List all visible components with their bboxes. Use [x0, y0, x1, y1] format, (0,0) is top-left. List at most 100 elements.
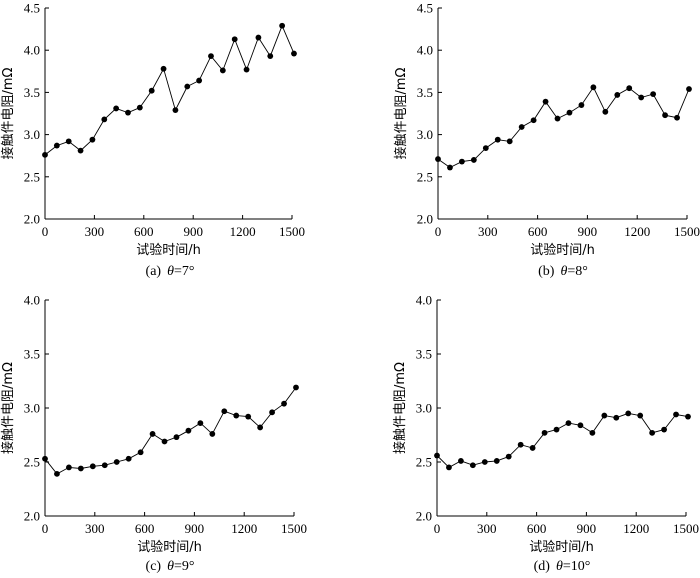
data-point [53, 142, 60, 149]
data-point [662, 112, 668, 119]
data-point [589, 429, 596, 436]
x-tick-label: 0 [42, 224, 49, 239]
data-point [113, 459, 120, 465]
data-point [506, 138, 513, 145]
data-point [590, 84, 597, 91]
data-point [172, 107, 179, 114]
x-axis-title: 试验时间/h [137, 539, 202, 555]
x-tick-label: 1500 [673, 521, 699, 536]
data-point [674, 114, 680, 121]
panel-caption: (b) θ=8° [538, 264, 588, 279]
y-tick-label: 4.5 [417, 1, 433, 16]
data-point [626, 85, 633, 92]
data-point [554, 115, 561, 122]
panel-caption: (d) θ=10° [534, 559, 591, 574]
y-tick-label: 2.5 [416, 455, 432, 470]
data-point [101, 116, 108, 123]
x-tick-label: 900 [183, 224, 203, 239]
data-point [446, 464, 452, 471]
data-point [518, 124, 525, 130]
data-point [469, 462, 476, 469]
data-point [196, 77, 203, 84]
data-point [602, 108, 609, 115]
caption-symbol: θ [167, 559, 174, 574]
series-line [437, 86, 690, 169]
x-tick-label: 600 [527, 521, 547, 536]
y-axis-title: 接触件电阻/mΩ [0, 362, 16, 454]
data-point [136, 104, 143, 111]
x-tick-label: 300 [478, 224, 498, 239]
chart-panel-0: 0 300 600 900 1200 1500 2.0 2.5 3.0 3.5 4.0 4.5 试验时间… [0, 1, 305, 280]
data-point [530, 117, 537, 124]
data-point [517, 441, 524, 448]
data-point [637, 412, 644, 419]
data-point [137, 449, 144, 456]
data-point [434, 452, 440, 459]
data-point [685, 413, 691, 420]
x-tick-label: 300 [85, 521, 105, 536]
data-point [686, 86, 692, 92]
x-tick-label: 600 [134, 224, 154, 239]
data-point [65, 138, 72, 145]
data-point [650, 91, 657, 97]
data-point [566, 109, 573, 116]
x-tick-label: 1200 [623, 521, 649, 536]
series-line [44, 387, 297, 475]
data-point [638, 94, 645, 101]
x-tick-label: 1500 [281, 521, 307, 536]
data-point [542, 98, 549, 105]
y-tick-label: 2.0 [416, 509, 432, 524]
data-point [458, 458, 464, 464]
x-tick-label: 1200 [624, 224, 650, 239]
data-point [89, 463, 96, 470]
y-tick-label: 2.5 [24, 455, 40, 470]
data-point [267, 53, 274, 60]
data-point [101, 462, 108, 469]
data-point [505, 453, 512, 460]
data-point [148, 87, 155, 94]
data-point [231, 36, 238, 43]
data-point [459, 158, 465, 165]
data-point [661, 426, 667, 433]
caption-prefix: (b) [538, 264, 555, 279]
x-tick-label: 0 [42, 521, 49, 536]
x-tick-label: 300 [85, 224, 105, 239]
y-tick-label: 4.0 [24, 293, 40, 308]
panel-caption: (c) θ=9° [146, 559, 195, 574]
x-tick-label: 900 [185, 521, 205, 536]
data-point [553, 426, 560, 433]
caption-symbol: θ [167, 264, 174, 279]
data-point [613, 414, 620, 421]
caption-prefix: (a) [146, 264, 162, 279]
data-point [66, 464, 72, 471]
data-point [42, 455, 48, 462]
x-tick-label: 0 [435, 224, 442, 239]
data-point [447, 164, 453, 171]
y-axis-title: 接触件电阻/mΩ [393, 67, 409, 159]
y-tick-label: 3.0 [416, 401, 432, 416]
data-point [625, 410, 632, 417]
data-point [209, 431, 216, 437]
data-point [577, 422, 584, 429]
chart-panel-1: 0 300 600 900 1200 1500 2.0 2.5 3.0 3.5 4.0 4.5 试验时间… [393, 1, 700, 280]
data-point [481, 459, 488, 465]
data-point [113, 105, 120, 112]
data-point [673, 411, 679, 418]
caption-prefix: (d) [534, 559, 551, 574]
data-point [77, 465, 84, 472]
data-point [601, 412, 608, 419]
data-point [243, 66, 250, 73]
data-point [281, 400, 287, 407]
data-point [482, 145, 489, 152]
y-tick-label: 4.0 [24, 43, 40, 58]
data-point [54, 470, 60, 477]
chart-panel-2: 0 300 600 900 1200 1500 2.0 2.5 3.0 3.5 4.0 试验时间/h 接… [0, 293, 307, 575]
data-point [293, 384, 299, 391]
y-tick-label: 3.0 [24, 401, 40, 416]
x-tick-label: 0 [434, 521, 441, 536]
x-axis-title: 试验时间/h [136, 242, 201, 258]
x-axis-title: 试验时间/h [529, 539, 594, 555]
x-tick-label: 1500 [674, 224, 700, 239]
caption-symbol: θ [556, 559, 563, 574]
